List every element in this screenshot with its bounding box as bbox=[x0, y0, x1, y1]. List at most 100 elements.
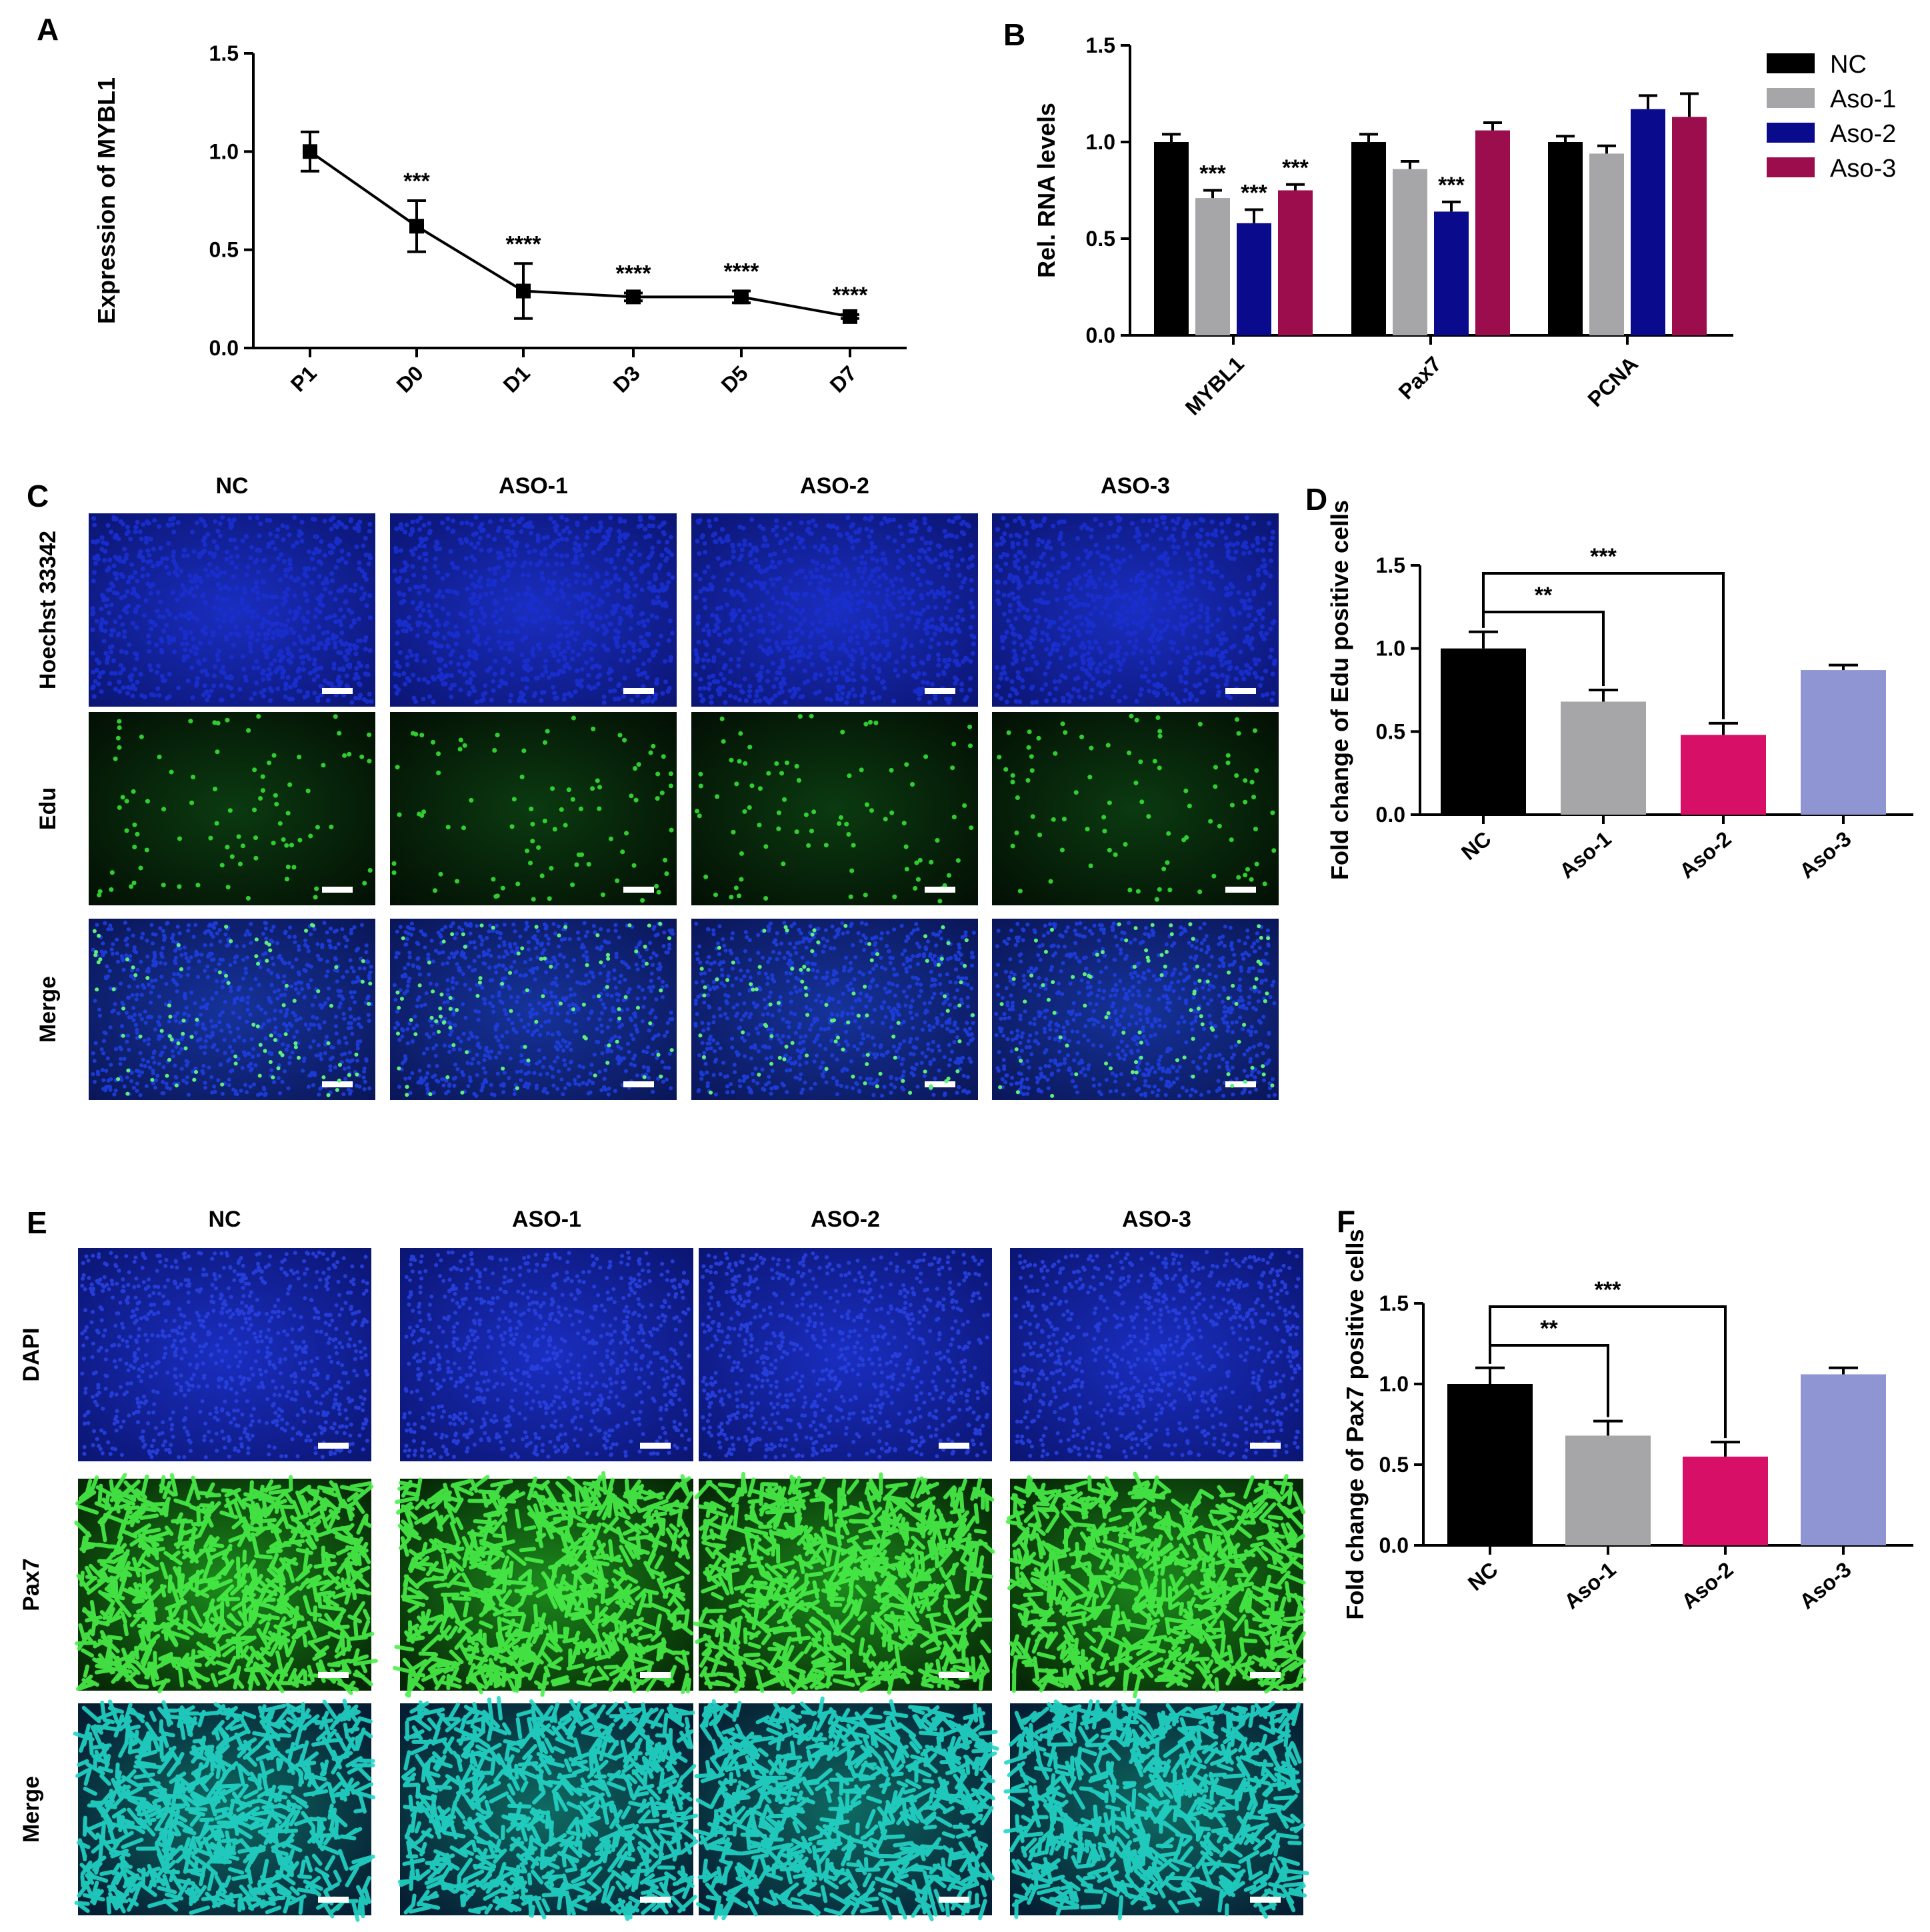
y-axis-label: Expression of MYBL1 bbox=[93, 77, 120, 324]
bar bbox=[1565, 1435, 1651, 1545]
y-tick-label: 0.0 bbox=[1086, 323, 1115, 347]
significance-label: *** bbox=[1438, 173, 1465, 198]
y-axis-label: Fold change of Edu positive cells bbox=[1326, 500, 1353, 880]
bar bbox=[1683, 1456, 1768, 1545]
y-tick-label: 0.0 bbox=[209, 336, 239, 360]
micrograph bbox=[699, 1248, 992, 1461]
row-label: Merge bbox=[19, 1776, 44, 1843]
cell-signals bbox=[90, 515, 374, 705]
cell-signals bbox=[695, 713, 974, 904]
cell-signals bbox=[693, 515, 977, 705]
bracket-label: ** bbox=[1540, 1316, 1558, 1341]
chart-a-line: 0.0 0.5 1.0 1.5 Expression of MYBL1 P1 D0 *** D1… bbox=[93, 41, 907, 397]
data-point bbox=[626, 289, 641, 305]
legend-swatch bbox=[1767, 157, 1815, 177]
scale-bar bbox=[623, 887, 654, 893]
data-point bbox=[516, 283, 531, 299]
bar bbox=[1237, 223, 1271, 335]
y-tick-label: 1.0 bbox=[209, 139, 239, 163]
column-header: ASO-2 bbox=[800, 473, 869, 499]
significance-label: *** bbox=[1199, 161, 1226, 187]
data-point bbox=[409, 219, 424, 234]
column-header: ASO-1 bbox=[512, 1207, 581, 1232]
bracket-label: ** bbox=[1535, 583, 1553, 608]
micrograph bbox=[390, 513, 677, 707]
bar bbox=[1351, 142, 1386, 335]
legend-swatch bbox=[1767, 88, 1815, 108]
micrograph bbox=[393, 1471, 694, 1698]
significance-bracket bbox=[1489, 1305, 1727, 1439]
data-point bbox=[303, 144, 317, 159]
micrograph bbox=[693, 1471, 995, 1695]
micrograph bbox=[992, 712, 1279, 905]
y-tick-label: 0.0 bbox=[1379, 1533, 1409, 1557]
scale-bar bbox=[1250, 1897, 1281, 1903]
cell-signals bbox=[997, 713, 1277, 902]
bar bbox=[1801, 670, 1886, 815]
x-tick-label: Aso-1 bbox=[1559, 1557, 1620, 1614]
scale-bar bbox=[640, 1443, 671, 1449]
micrograph bbox=[397, 1696, 699, 1921]
bar bbox=[1434, 211, 1469, 335]
data-point bbox=[734, 289, 749, 305]
x-tick-label: Aso-2 bbox=[1675, 827, 1735, 883]
legend-swatch bbox=[1767, 123, 1815, 143]
microscopy-grid-e: NC ASO-1 ASO-2 ASO-3 DAPI Pax7 Merge bbox=[19, 1207, 1309, 1922]
scale-bar bbox=[640, 1897, 671, 1903]
y-tick-label: 1.5 bbox=[1086, 33, 1115, 57]
scale-bar bbox=[1225, 688, 1256, 694]
y-tick-label: 1.5 bbox=[1379, 1291, 1409, 1315]
row-label: Hoechst 33342 bbox=[35, 531, 61, 689]
scale-bar bbox=[640, 1672, 671, 1678]
cell-signals bbox=[994, 921, 1277, 1098]
cell-signals bbox=[402, 1250, 691, 1459]
chart-b-grouped-bars: 0.0 0.5 1.0 1.5 Rel. RNA levels *** *** *** MYBL… bbox=[1033, 33, 1733, 420]
scale-bar bbox=[1225, 887, 1256, 893]
x-tick-label: MYBL1 bbox=[1181, 351, 1249, 419]
column-header: ASO-1 bbox=[499, 473, 568, 499]
scale-bar bbox=[318, 1443, 349, 1449]
panel-label-f: F bbox=[1337, 1204, 1355, 1239]
bar bbox=[1801, 1374, 1886, 1545]
cell-signals bbox=[1003, 1698, 1309, 1921]
image-background bbox=[992, 712, 1279, 905]
scale-bar bbox=[623, 688, 654, 694]
cell-signals bbox=[393, 1471, 694, 1698]
chart-f-bars: 0.0 0.5 1.0 1.5 Fold change of Pax7 positive… bbox=[1341, 1229, 1913, 1620]
scale-bar bbox=[623, 1081, 654, 1087]
x-tick-label: D7 bbox=[825, 361, 861, 397]
image-background bbox=[691, 712, 978, 905]
row-label: Merge bbox=[35, 976, 61, 1043]
cell-signals-overlay bbox=[998, 922, 1275, 1098]
scale-bar bbox=[1250, 1672, 1281, 1678]
cell-signals bbox=[392, 515, 675, 705]
row-label: DAPI bbox=[19, 1327, 44, 1381]
column-header: ASO-3 bbox=[1101, 473, 1170, 499]
cell-signals bbox=[97, 714, 373, 901]
column-header: ASO-2 bbox=[811, 1207, 880, 1232]
micrograph bbox=[74, 1473, 378, 1695]
cell-signals bbox=[1013, 1250, 1301, 1459]
legend-label: NC bbox=[1830, 51, 1867, 79]
x-tick-label: D5 bbox=[717, 361, 753, 397]
y-axis-label: Fold change of Pax7 positive cells bbox=[1341, 1229, 1369, 1619]
x-tick-label: Aso-2 bbox=[1677, 1557, 1737, 1614]
legend-swatch bbox=[1767, 53, 1815, 73]
micrograph bbox=[73, 1699, 375, 1922]
scale-bar bbox=[925, 1081, 955, 1087]
scale-bar bbox=[322, 1081, 353, 1087]
scale-bar bbox=[939, 1897, 969, 1903]
scale-bar bbox=[322, 887, 353, 893]
micrograph bbox=[691, 712, 978, 905]
significance-label: **** bbox=[833, 283, 869, 308]
micrograph bbox=[78, 1248, 371, 1461]
cell-signals bbox=[391, 715, 674, 903]
micrograph bbox=[1010, 1248, 1303, 1461]
y-tick-label: 0.5 bbox=[1086, 227, 1115, 251]
bar bbox=[1561, 701, 1646, 815]
significance-label: **** bbox=[506, 231, 542, 257]
cell-signals bbox=[397, 1696, 699, 1921]
scale-bar bbox=[1250, 1443, 1281, 1449]
scale-bar bbox=[318, 1672, 349, 1678]
